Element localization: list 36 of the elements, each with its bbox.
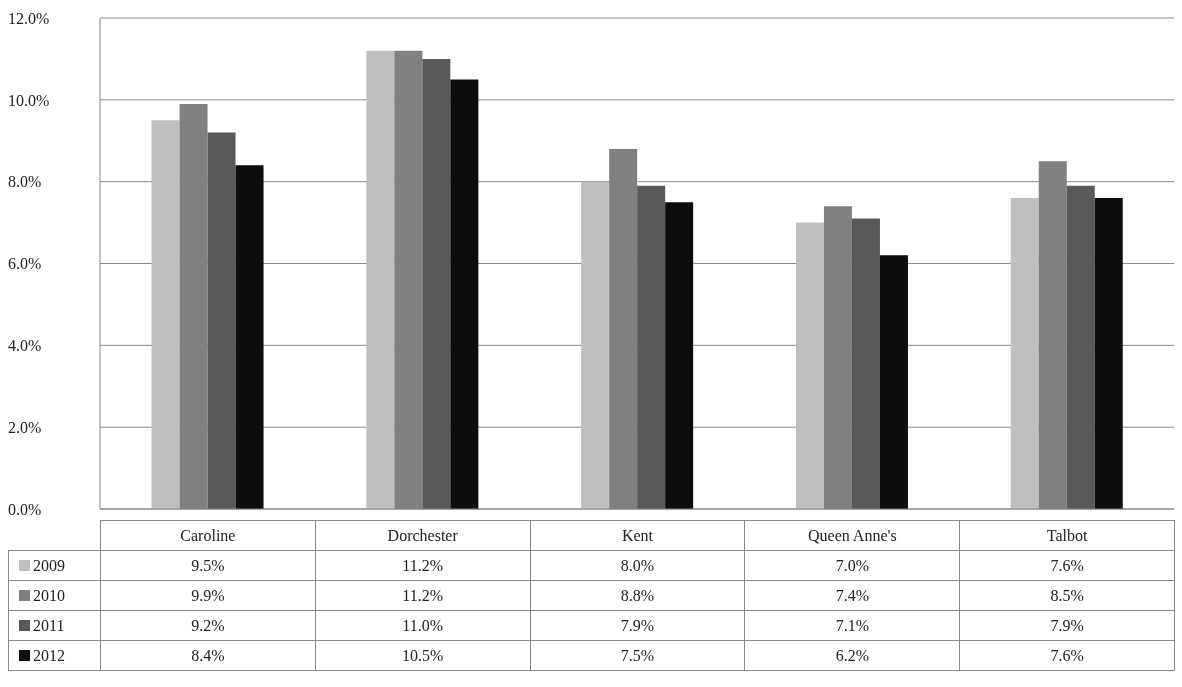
data-label: 11.2% [315,580,531,611]
y-tick-label: 2.0% [8,418,42,436]
x-tick-label: Queen Anne's [744,520,960,551]
x-tick-label: Talbot [959,520,1175,551]
data-label: 9.2% [100,610,316,641]
data-label: 7.6% [959,640,1175,671]
data-label: 9.5% [100,550,316,581]
y-tick-label: 6.0% [8,255,42,273]
y-tick-label: 12.0% [8,9,50,27]
data-label: 6.2% [744,640,960,671]
legend-label: 2009 [33,556,65,574]
data-label: 8.0% [530,550,745,581]
data-label: 7.0% [744,550,960,581]
data-label: 8.4% [100,640,316,671]
data-label: 8.5% [959,580,1175,611]
data-label: 11.0% [315,610,531,641]
data-label: 11.2% [315,550,531,581]
data-label: 7.4% [744,580,960,611]
data-label: 10.5% [315,640,531,671]
y-tick-label: 8.0% [8,173,42,191]
y-tick-label: 4.0% [8,337,42,355]
y-tick-label: 0.0% [8,500,42,518]
x-tick-label: Dorchester [315,520,531,551]
x-tick-label: Caroline [100,520,316,551]
data-label: 9.9% [100,580,316,611]
data-label: 7.9% [959,610,1175,641]
legend-label: 2010 [33,586,65,604]
data-label: 8.8% [530,580,745,611]
data-label: 7.6% [959,550,1175,581]
data-label: 7.1% [744,610,960,641]
data-label: 7.9% [530,610,745,641]
legend-label: 2012 [33,646,65,664]
legend-label: 2011 [33,616,65,634]
x-tick-label: Kent [530,520,745,551]
data-label: 7.5% [530,640,745,671]
y-tick-label: 10.0% [8,91,50,109]
